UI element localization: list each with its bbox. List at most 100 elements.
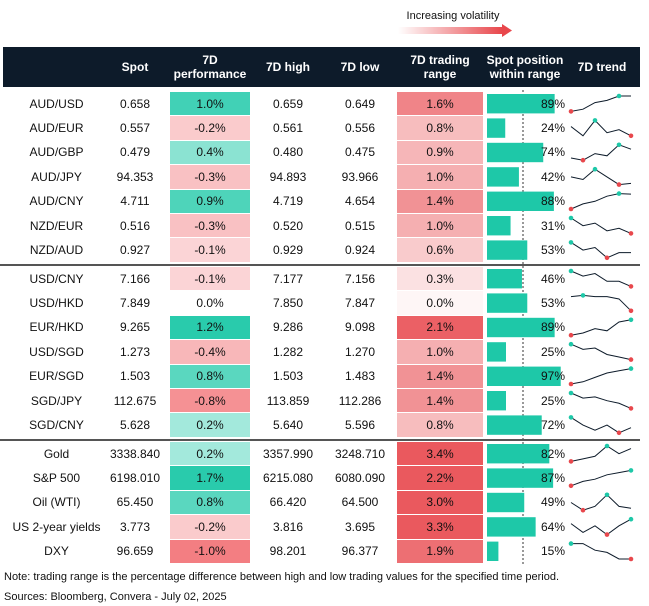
trading-range: 3.0% <box>397 490 483 515</box>
performance: 1.2% <box>170 315 250 340</box>
row-name: S&P 500 <box>32 471 81 486</box>
trend-high <box>628 516 634 522</box>
position-bar <box>487 317 555 338</box>
trend-line <box>570 416 632 434</box>
row-name: EUR/SGD <box>29 369 84 384</box>
high: 0.520 <box>272 218 304 233</box>
position-label: 97% <box>541 369 566 384</box>
trend-high <box>616 93 622 99</box>
position-label: 53% <box>541 296 566 311</box>
position-label: 87% <box>541 471 566 486</box>
trading-range: 1.0% <box>397 214 483 238</box>
row-name: AUD/JPY <box>31 169 82 184</box>
performance: 1.7% <box>170 466 250 490</box>
position-bar <box>487 517 536 537</box>
position-label: 24% <box>541 121 566 136</box>
spot: 0.516 <box>119 218 151 233</box>
spot: 1.503 <box>119 369 151 384</box>
spot: 7.166 <box>119 271 151 286</box>
performance: 1.0% <box>170 92 250 116</box>
position-bar <box>487 167 519 187</box>
trading-range: 1.0% <box>397 165 483 189</box>
low: 1.270 <box>344 344 376 359</box>
trend-low <box>580 157 586 163</box>
trend-low <box>616 430 622 436</box>
trend-low <box>628 133 634 139</box>
high: 113.859 <box>266 393 310 408</box>
spot: 65.450 <box>116 495 154 510</box>
trend-low <box>628 556 634 562</box>
header-cell: 7D low <box>340 60 380 74</box>
low: 0.475 <box>344 145 376 160</box>
trend-high <box>604 443 610 449</box>
position-bar <box>487 444 550 464</box>
high: 0.929 <box>272 243 304 258</box>
trend-low <box>616 182 622 187</box>
spot: 112.675 <box>113 393 157 408</box>
header-cell: 7D trend <box>577 60 627 74</box>
performance: 0.8% <box>170 490 250 515</box>
trend-low <box>568 332 574 338</box>
spot: 0.479 <box>119 145 151 160</box>
low: 6080.090 <box>334 471 386 486</box>
high: 5.640 <box>272 418 304 433</box>
sources: Sources: Bloomberg, Convera - July 02, 2… <box>4 591 227 603</box>
trend-line <box>570 445 632 462</box>
trend-high <box>568 415 574 420</box>
spot: 5.628 <box>119 418 151 433</box>
trend-high <box>568 240 574 245</box>
trading-range: 1.0% <box>397 340 483 364</box>
performance: -0.2% <box>170 515 250 539</box>
low: 5.596 <box>344 418 376 433</box>
trend-low <box>568 109 574 114</box>
position-label: 53% <box>541 243 566 258</box>
high: 1.503 <box>272 369 304 384</box>
performance: 0.8% <box>170 364 250 388</box>
row-name: USD/SGD <box>29 344 84 359</box>
low: 0.924 <box>344 243 376 258</box>
row-name: USD/HKD <box>29 296 84 311</box>
low: 0.515 <box>344 218 376 233</box>
row-name: DXY <box>44 544 69 559</box>
trend-line <box>570 494 632 511</box>
spot: 96.659 <box>116 544 154 559</box>
performance: -0.1% <box>170 238 250 262</box>
trading-range: 2.2% <box>397 466 483 490</box>
trend-line <box>571 543 631 560</box>
position-bar <box>487 118 506 138</box>
position-label: 25% <box>541 393 566 408</box>
spot: 94.353 <box>116 169 154 184</box>
header-cell: 7D performance <box>173 53 247 81</box>
spot: 4.711 <box>120 194 150 209</box>
low: 0.649 <box>344 96 376 111</box>
high: 0.659 <box>272 96 304 111</box>
performance: -0.3% <box>170 214 250 238</box>
position-bar <box>487 240 528 260</box>
trading-range: 1.4% <box>397 389 483 413</box>
position-bar <box>487 191 554 211</box>
trend-high <box>616 142 622 148</box>
trend-high <box>592 118 598 123</box>
separator <box>0 439 640 441</box>
trading-range: 0.8% <box>397 116 483 140</box>
high: 6215.080 <box>262 471 314 486</box>
low: 3.695 <box>344 519 376 534</box>
performance: -0.3% <box>170 165 250 189</box>
row-name: NZD/EUR <box>29 218 84 233</box>
trend-line <box>570 144 632 161</box>
position-bar <box>487 468 554 488</box>
position-label: 31% <box>541 218 566 233</box>
spot: 3338.840 <box>109 446 161 461</box>
volatility-arrow <box>398 27 502 34</box>
separator <box>0 264 640 266</box>
low: 3248.710 <box>334 446 386 461</box>
spot: 0.557 <box>119 121 151 136</box>
low: 7.847 <box>344 296 376 311</box>
row-name: AUD/USD <box>29 96 84 111</box>
trend-low <box>568 483 574 489</box>
trading-range: 1.9% <box>397 539 483 563</box>
performance: -0.2% <box>170 116 250 140</box>
position-bar <box>487 415 542 435</box>
trend-line <box>570 518 632 536</box>
trend-low <box>628 308 634 314</box>
